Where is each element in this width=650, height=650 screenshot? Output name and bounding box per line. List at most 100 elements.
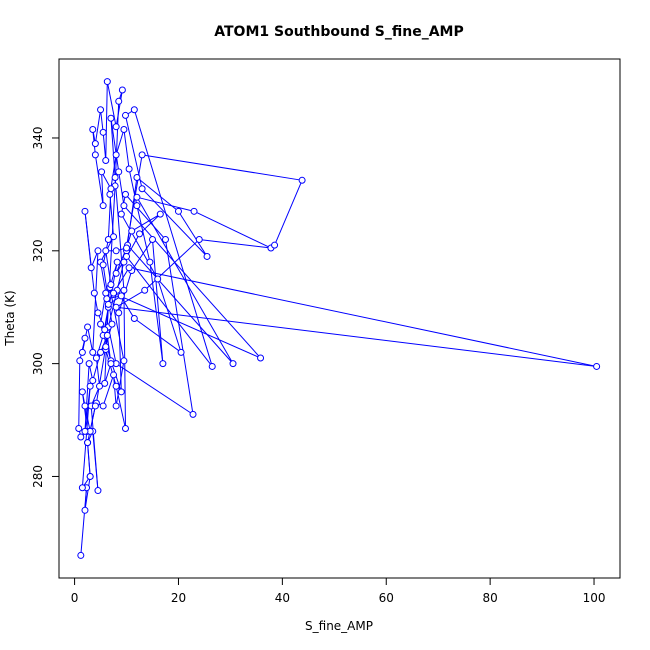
- data-point: [92, 354, 100, 362]
- data-point: [593, 362, 601, 370]
- data-point: [84, 323, 92, 331]
- data-point: [121, 190, 129, 198]
- data-point: [120, 202, 128, 210]
- series-segment: [119, 92, 122, 99]
- series-segment: [118, 291, 143, 307]
- series-segment: [84, 479, 91, 508]
- data-point: [76, 357, 84, 365]
- series-layer: [75, 78, 601, 559]
- series-segment: [78, 363, 81, 426]
- series-segment: [134, 112, 212, 364]
- x-tick-label: 80: [482, 591, 497, 605]
- data-point: [98, 168, 106, 176]
- data-point: [133, 202, 141, 210]
- data-point: [102, 247, 110, 255]
- series-segment: [127, 110, 133, 115]
- series-segment: [202, 239, 269, 249]
- data-point: [103, 331, 111, 339]
- data-point: [133, 193, 141, 201]
- x-tick-label: 0: [71, 591, 79, 605]
- data-point: [91, 402, 99, 410]
- data-point: [271, 241, 279, 249]
- series-segment: [165, 242, 194, 412]
- data-point: [156, 210, 164, 218]
- data-point: [84, 439, 92, 447]
- data-point: [89, 126, 97, 134]
- series-segment: [92, 253, 99, 350]
- y-tick-label: 280: [31, 465, 45, 488]
- data-point: [111, 173, 119, 181]
- data-point: [77, 433, 85, 441]
- data-point: [121, 111, 129, 119]
- y-tick-label: 340: [31, 127, 45, 150]
- data-point: [78, 484, 86, 492]
- data-point: [102, 157, 110, 165]
- data-point: [99, 128, 107, 136]
- data-point: [115, 97, 123, 105]
- data-point: [123, 244, 131, 252]
- x-tick-label: 60: [379, 591, 394, 605]
- data-point: [107, 114, 115, 122]
- series-segment: [95, 112, 101, 141]
- series-segment: [89, 366, 93, 378]
- series-segment: [129, 247, 232, 362]
- series-segment: [141, 215, 159, 233]
- data-point: [86, 472, 94, 480]
- data-point: [101, 326, 109, 334]
- data-point: [81, 334, 89, 342]
- data-point: [120, 126, 128, 134]
- series-segment: [139, 197, 192, 212]
- series-segment: [122, 216, 157, 277]
- series-segment: [136, 319, 179, 351]
- data-point: [208, 362, 216, 370]
- data-point: [107, 185, 115, 193]
- data-point: [81, 506, 89, 514]
- data-point: [115, 309, 123, 317]
- data-point: [94, 247, 102, 255]
- series-segment: [91, 253, 98, 266]
- series-segment: [102, 135, 106, 158]
- chart-title: ATOM1 Southbound S_fine_AMP: [214, 24, 464, 40]
- data-point: [128, 227, 136, 235]
- series-segment: [119, 307, 594, 367]
- data-point: [99, 402, 107, 410]
- y-tick-label: 300: [31, 352, 45, 375]
- data-point: [257, 354, 265, 362]
- data-point: [103, 78, 111, 86]
- series-segment: [105, 366, 111, 381]
- data-point: [94, 309, 102, 317]
- data-point: [106, 190, 114, 198]
- series-segment: [91, 388, 99, 404]
- data-point: [91, 140, 99, 148]
- data-point: [136, 230, 144, 238]
- series-segment: [137, 199, 232, 362]
- data-point: [146, 258, 154, 266]
- data-point: [125, 165, 133, 173]
- data-point: [118, 86, 126, 94]
- data-point: [113, 258, 121, 266]
- plot-frame: [58, 58, 621, 579]
- data-point: [89, 348, 97, 356]
- data-point: [81, 207, 89, 215]
- series-segment: [127, 258, 211, 365]
- data-point: [190, 207, 198, 215]
- data-point: [102, 289, 110, 297]
- data-point: [130, 106, 138, 114]
- data-point: [97, 348, 105, 356]
- series-segment: [138, 178, 177, 210]
- data-point: [96, 382, 104, 390]
- series-segment: [114, 180, 125, 288]
- series-segment: [110, 121, 119, 169]
- series-segment: [87, 329, 93, 350]
- y-tick-label: 320: [31, 239, 45, 262]
- series-segment: [123, 132, 130, 167]
- data-point: [78, 348, 86, 356]
- series-segment: [118, 248, 124, 251]
- series-segment: [88, 433, 92, 441]
- data-point: [117, 292, 125, 300]
- series-segment: [131, 267, 594, 367]
- series-segment: [149, 264, 164, 361]
- data-point: [94, 487, 102, 495]
- series-segment: [152, 242, 164, 361]
